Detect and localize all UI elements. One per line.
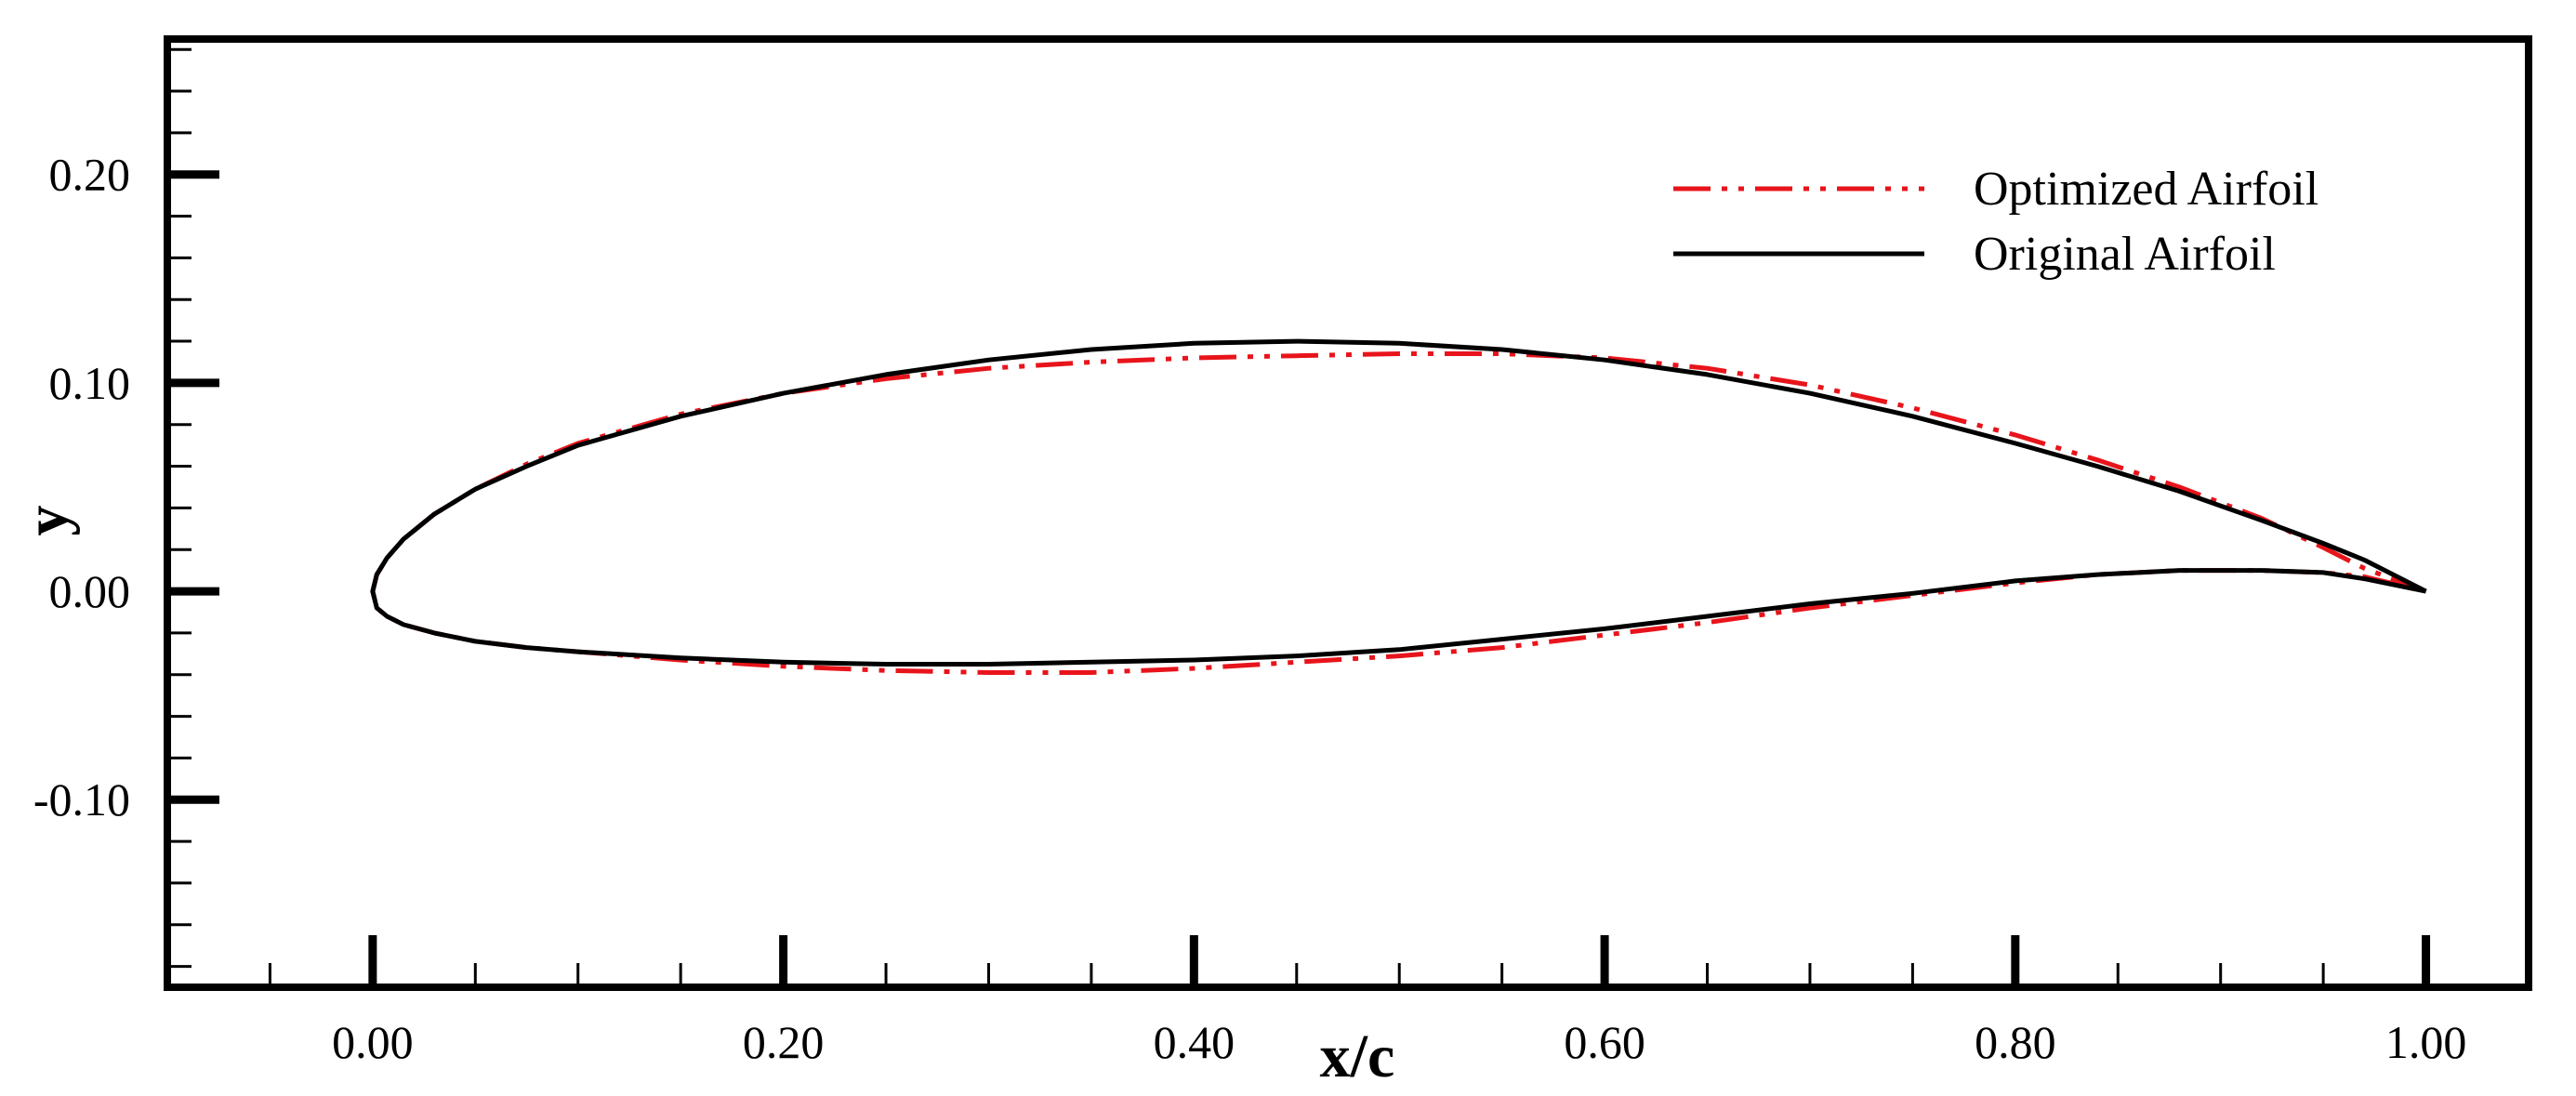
legend-label-optimized: Optimized Airfoil [1974, 163, 2318, 216]
y-tick-label: 0.00 [49, 565, 131, 617]
y-axis-label: y [13, 506, 81, 536]
x-tick-label: 0.80 [1975, 1016, 2056, 1068]
x-tick-label: 0.00 [332, 1016, 414, 1068]
y-tick-label: -0.10 [33, 773, 130, 825]
x-tick-label: 0.20 [743, 1016, 825, 1068]
x-axis-label: x/c [1320, 1023, 1395, 1090]
plot-frame [164, 35, 2532, 991]
x-tick-label: 1.00 [2385, 1016, 2467, 1068]
x-tick-label: 0.60 [1564, 1016, 1645, 1068]
legend: Optimized Airfoil Original Airfoil [1673, 163, 2318, 281]
y-tick-label: 0.20 [49, 149, 131, 201]
tick-labels: 0.00 0.20 0.40 0.60 0.80 1.00 -0.10 0.00 0.10 0.2… [33, 149, 2466, 1068]
original-airfoil-line [370, 338, 2427, 667]
x-tick-label: 0.40 [1154, 1016, 1235, 1068]
series-layer [370, 338, 2427, 675]
y-tick-label: 0.10 [49, 357, 131, 409]
legend-label-original: Original Airfoil [1974, 228, 2276, 281]
optimized-airfoil-line [370, 351, 2427, 675]
major-ticks [167, 170, 2431, 987]
